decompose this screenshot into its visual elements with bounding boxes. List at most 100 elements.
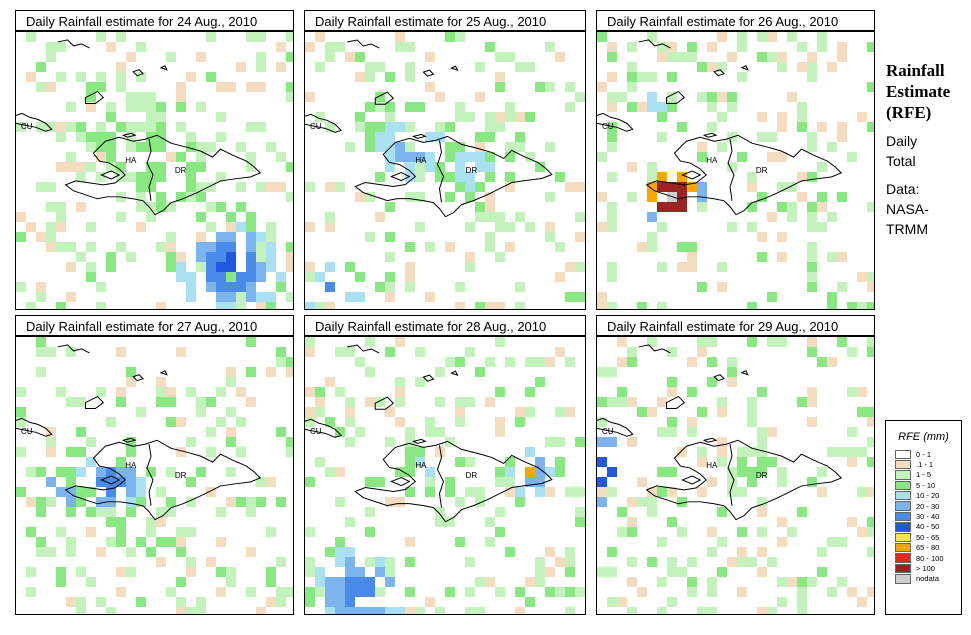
rainfall-cell — [375, 477, 385, 487]
rainfall-cell — [156, 122, 166, 132]
rainfall-cell — [256, 262, 266, 272]
rainfall-cell — [305, 92, 315, 102]
rainfall-cell — [86, 577, 96, 587]
rainfall-cell — [687, 557, 697, 567]
rainfall-cell — [597, 487, 607, 497]
rainfall-cell — [697, 447, 707, 457]
rainfall-cell — [777, 467, 787, 477]
rainfall-cell — [787, 92, 797, 102]
rainfall-cell — [26, 222, 36, 232]
rainfall-cell — [575, 92, 585, 102]
rainfall-cell — [196, 232, 206, 242]
rainfall-cell — [727, 52, 737, 62]
rainfall-cell — [216, 272, 226, 282]
rainfall-cell — [335, 497, 345, 507]
rainfall-cell — [455, 357, 465, 367]
rainfall-cell — [405, 487, 415, 497]
rainfall-cell — [56, 222, 66, 232]
legend-label: 5 - 10 — [916, 480, 936, 490]
rainfall-cell — [385, 607, 395, 614]
rainfall-cell — [325, 377, 335, 387]
rainfall-cell — [485, 202, 495, 212]
rainfall-cell — [166, 242, 176, 252]
rainfall-cell — [807, 337, 817, 347]
rainfall-cell — [717, 537, 727, 547]
coastline — [645, 134, 843, 216]
rainfall-cell — [16, 212, 26, 222]
rainfall-cell — [495, 527, 505, 537]
legend-item: 50 - 65 — [895, 532, 961, 543]
rainfall-cell — [86, 487, 96, 497]
rainfall-cell — [545, 587, 555, 597]
rainfall-cell — [325, 587, 335, 597]
rainfall-cell — [607, 272, 617, 282]
rainfall-cell — [395, 387, 405, 397]
rainfall-cell — [385, 122, 395, 132]
rainfall-cell — [455, 162, 465, 172]
rainfall-cell — [475, 577, 485, 587]
rainfall-cell — [607, 567, 617, 577]
rainfall-cell — [216, 292, 226, 302]
rainfall-cell — [86, 507, 96, 517]
rainfall-cell — [727, 487, 737, 497]
rainfall-cell — [707, 62, 717, 72]
rainfall-cell — [335, 467, 345, 477]
rainfall-cell — [747, 337, 757, 347]
rainfall-cell — [266, 242, 276, 252]
rainfall-cell — [657, 182, 667, 192]
rainfall-cell — [236, 282, 246, 292]
rainfall-cell — [597, 152, 607, 162]
rainfall-cell — [637, 497, 647, 507]
rainfall-cell — [747, 172, 757, 182]
rainfall-cell — [857, 407, 867, 417]
rainfall-cell — [325, 282, 335, 292]
rainfall-cell — [106, 142, 116, 152]
rainfall-cell — [266, 232, 276, 242]
rainfall-cell — [607, 202, 617, 212]
rainfall-cell — [575, 507, 585, 517]
rainfall-cell — [276, 427, 286, 437]
rainfall-cell — [425, 427, 435, 437]
rainfall-cell — [385, 407, 395, 417]
rainfall-cell — [757, 527, 767, 537]
rainfall-cell — [707, 377, 717, 387]
rainfall-cell — [96, 72, 106, 82]
rainfall-cell — [415, 447, 425, 457]
rainfall-cell — [186, 527, 196, 537]
side-line-nasa: NASA- — [886, 201, 929, 217]
rainfall-cell — [405, 272, 415, 282]
rainfall-cell — [196, 467, 206, 477]
rainfall-cell — [76, 607, 86, 614]
rainfall-cell — [737, 457, 747, 467]
coastline — [57, 39, 90, 49]
rainfall-cell — [647, 507, 657, 517]
rainfall-cell — [246, 232, 256, 242]
rainfall-cell — [315, 302, 325, 309]
rainfall-cell — [36, 367, 46, 377]
rainfall-cell — [515, 607, 525, 614]
rainfall-cell — [236, 182, 246, 192]
rainfall-cell — [405, 427, 415, 437]
rainfall-cell — [86, 82, 96, 92]
coastline — [638, 344, 671, 354]
country-label-dominican_republic: DR — [175, 471, 187, 480]
rainfall-cell — [717, 282, 727, 292]
rainfall-cell — [305, 42, 315, 52]
rainfall-cell — [485, 122, 495, 132]
rainfall-cell — [325, 607, 335, 614]
rainfall-cell — [375, 607, 385, 614]
coastline — [374, 396, 395, 410]
rainfall-cell — [807, 202, 817, 212]
rainfall-cell — [335, 387, 345, 397]
rainfall-cell — [385, 282, 395, 292]
rainfall-cell — [246, 282, 256, 292]
rainfall-cell — [647, 182, 657, 192]
country-label-haiti: HA — [415, 156, 427, 165]
rainfall-cell — [246, 507, 256, 517]
rainfall-cell — [757, 387, 767, 397]
rainfall-cell — [66, 102, 76, 112]
rainfall-cell — [607, 222, 617, 232]
rainfall-cell — [206, 252, 216, 262]
rainfall-cell — [246, 252, 256, 262]
